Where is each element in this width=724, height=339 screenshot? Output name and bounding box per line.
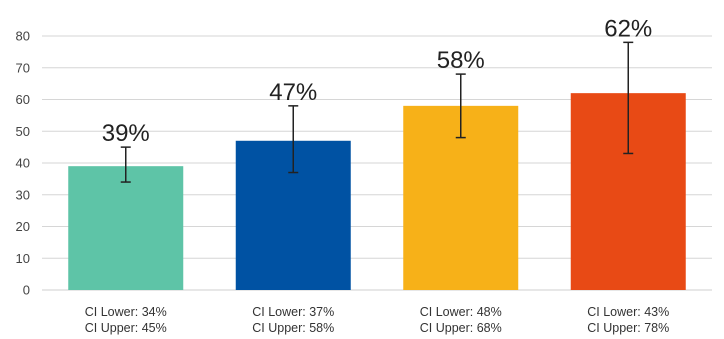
y-tick-label: 30: [16, 187, 30, 202]
y-tick-label: 80: [16, 29, 30, 44]
category-label: CI Lower: 34%: [85, 305, 167, 319]
y-axis-tick-labels: 0 10 20 30 40 50 60 70 80: [16, 29, 30, 298]
category-label: CI Lower: 48%: [420, 305, 502, 319]
y-tick-label: 20: [16, 219, 30, 234]
category-labels: CI Lower: 34% CI Upper: 45% CI Lower: 37% C…: [85, 305, 669, 335]
error-bar: [455, 73, 466, 139]
data-label: 58%: [437, 47, 485, 74]
data-label: 47%: [269, 79, 317, 106]
bar: [68, 166, 184, 290]
category-label: CI Lower: 37%: [252, 305, 334, 319]
category-label: CI Lower: 43%: [587, 305, 669, 319]
y-tick-label: 0: [23, 283, 30, 298]
y-tick-label: 70: [16, 60, 30, 75]
category-label: CI Upper: 68%: [420, 321, 502, 335]
error-bars: [120, 41, 634, 183]
data-label: 62%: [604, 15, 652, 42]
y-tick-label: 50: [16, 124, 30, 139]
error-bar: [288, 105, 299, 174]
error-bar: [623, 41, 634, 155]
y-tick-label: 40: [16, 156, 30, 171]
y-tick-label: 10: [16, 251, 30, 266]
data-labels: 39% 47% 58% 62%: [102, 15, 653, 147]
bars: [68, 93, 686, 291]
category-label: CI Upper: 45%: [85, 321, 167, 335]
y-tick-label: 60: [16, 92, 30, 107]
data-label: 39%: [102, 120, 150, 147]
category-label: CI Upper: 78%: [587, 321, 669, 335]
error-bar: [120, 146, 131, 183]
category-label: CI Upper: 58%: [252, 321, 334, 335]
